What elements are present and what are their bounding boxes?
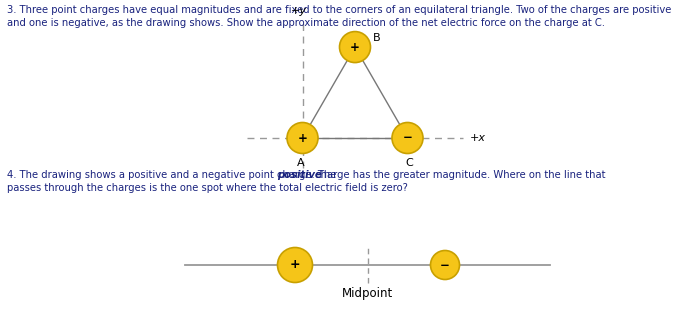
Text: −: −: [440, 259, 450, 272]
Circle shape: [392, 122, 423, 153]
Circle shape: [287, 122, 318, 153]
Text: −: −: [402, 131, 413, 144]
Text: and one is negative, as the drawing shows. Show the approximate direction of the: and one is negative, as the drawing show…: [7, 18, 605, 28]
Circle shape: [277, 247, 313, 282]
Text: B: B: [373, 33, 380, 43]
Text: passes through the charges is the one spot where the total electric field is zer: passes through the charges is the one sp…: [7, 183, 408, 193]
Text: Midpoint: Midpoint: [342, 287, 393, 300]
Text: +x: +x: [469, 133, 486, 143]
Text: +: +: [298, 131, 307, 144]
Circle shape: [339, 32, 370, 63]
Circle shape: [430, 250, 460, 280]
Text: 4. The drawing shows a positive and a negative point charge. The: 4. The drawing shows a positive and a ne…: [7, 170, 339, 180]
Text: 3. Three point charges have equal magnitudes and are fixed to the corners of an : 3. Three point charges have equal magnit…: [7, 5, 671, 15]
Text: A: A: [296, 158, 305, 168]
Text: charge has the greater magnitude. Where on the line that: charge has the greater magnitude. Where …: [311, 170, 605, 180]
Text: positive: positive: [277, 170, 322, 180]
Text: +y: +y: [290, 6, 307, 16]
Text: +: +: [350, 41, 360, 54]
Text: +: +: [290, 259, 301, 272]
Text: C: C: [406, 158, 413, 168]
